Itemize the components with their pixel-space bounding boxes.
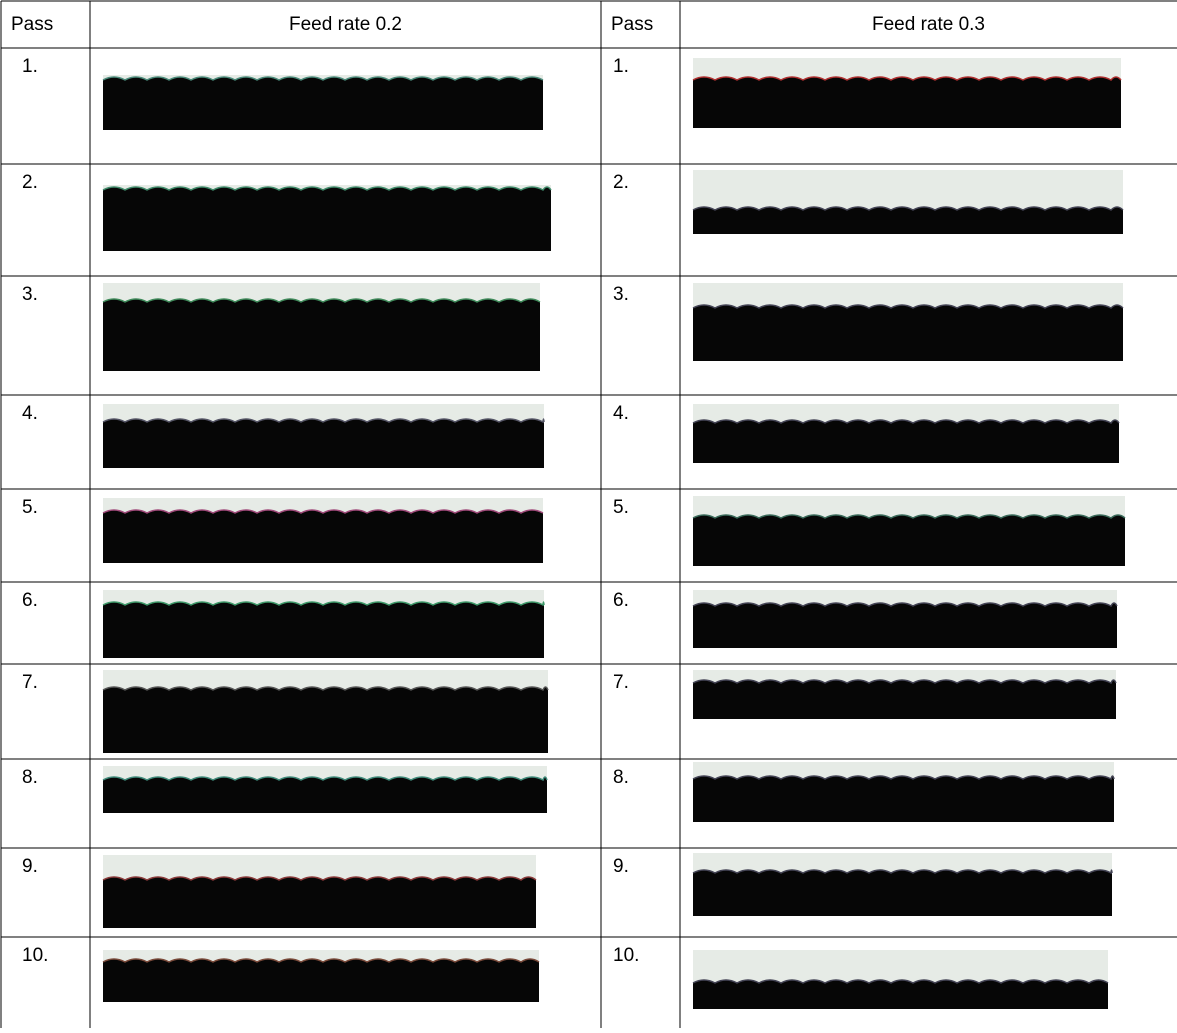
micrograph-profile (693, 77, 1121, 128)
micrograph-profile (103, 77, 543, 130)
pass-label: 10. (22, 945, 48, 966)
micrograph-profile (103, 299, 540, 371)
page: Pass Feed rate 0.2 Pass Feed rate 0.3 1. 1. 2.… (0, 0, 1177, 1028)
micrograph-profile (693, 603, 1117, 648)
micrograph-profile (693, 420, 1119, 463)
pass-label: 9. (22, 856, 38, 877)
table: Pass Feed rate 0.2 Pass Feed rate 0.3 1. 1. 2.… (0, 0, 1177, 1028)
header-cell: Pass (11, 14, 53, 35)
pass-label: 1. (22, 56, 38, 77)
pass-label: 3. (613, 284, 629, 305)
micrograph-profile (103, 510, 543, 563)
micrograph-profile (693, 305, 1123, 361)
pass-label: 1. (613, 56, 629, 77)
micrograph-profile (103, 187, 551, 251)
micrograph-profile (693, 515, 1125, 566)
pass-label: 2. (613, 172, 629, 193)
pass-label: 9. (613, 856, 629, 877)
pass-label: 3. (22, 284, 38, 305)
micrograph-profile (103, 687, 548, 753)
micrograph-profile (693, 680, 1116, 719)
micrograph-profile (693, 980, 1108, 1009)
micrograph-profile (103, 777, 547, 813)
pass-label: 8. (22, 767, 38, 788)
header-cell: Feed rate 0.2 (289, 14, 402, 35)
pass-label: 6. (22, 590, 38, 611)
micrograph-profile (103, 959, 539, 1002)
pass-label: 5. (613, 497, 629, 518)
micrograph-profile (103, 877, 536, 928)
pass-label: 6. (613, 590, 629, 611)
micrograph-profile (103, 602, 544, 658)
pass-label: 4. (613, 403, 629, 424)
micrograph-profile (103, 419, 544, 468)
pass-label: 4. (22, 403, 38, 424)
pass-label: 7. (22, 672, 38, 693)
header-cell: Pass (611, 14, 653, 35)
pass-label: 7. (613, 672, 629, 693)
pass-label: 2. (22, 172, 38, 193)
pass-label: 10. (613, 945, 639, 966)
pass-label: 8. (613, 767, 629, 788)
micrograph-profile (693, 870, 1112, 916)
header-cell: Feed rate 0.3 (872, 14, 985, 35)
pass-label: 5. (22, 497, 38, 518)
micrograph-profile (693, 776, 1114, 822)
micrograph-profile (693, 207, 1123, 234)
